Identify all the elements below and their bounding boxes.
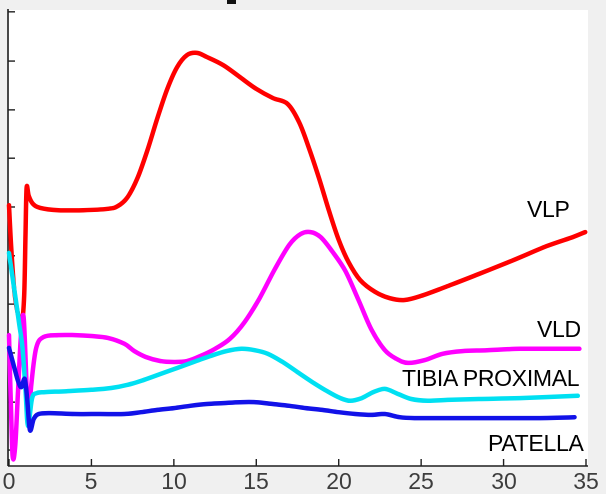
- series-label-vld: VLD: [537, 316, 581, 342]
- x-tick-label-35: 35: [573, 468, 599, 494]
- x-tick-label-10: 10: [161, 468, 187, 494]
- series-line-patella: [6, 345, 577, 433]
- x-tick-label-25: 25: [408, 468, 434, 494]
- series-label-tibia-proximal: TIBIA PROXIMAL: [402, 365, 580, 391]
- series-line-vlp: [6, 50, 588, 327]
- x-tick-label-5: 5: [84, 468, 98, 494]
- series-label-vlp: VLP: [527, 196, 570, 222]
- series-label-patella: PATELLA: [488, 430, 584, 456]
- series-line-tibia-proximal: [6, 250, 581, 429]
- x-tick-label-20: 20: [326, 468, 352, 494]
- x-tick-label-15: 15: [243, 468, 269, 494]
- cropped-title-fragment: [227, 0, 236, 4]
- x-tick-label-0: 0: [2, 468, 16, 494]
- x-tick-label-30: 30: [491, 468, 517, 494]
